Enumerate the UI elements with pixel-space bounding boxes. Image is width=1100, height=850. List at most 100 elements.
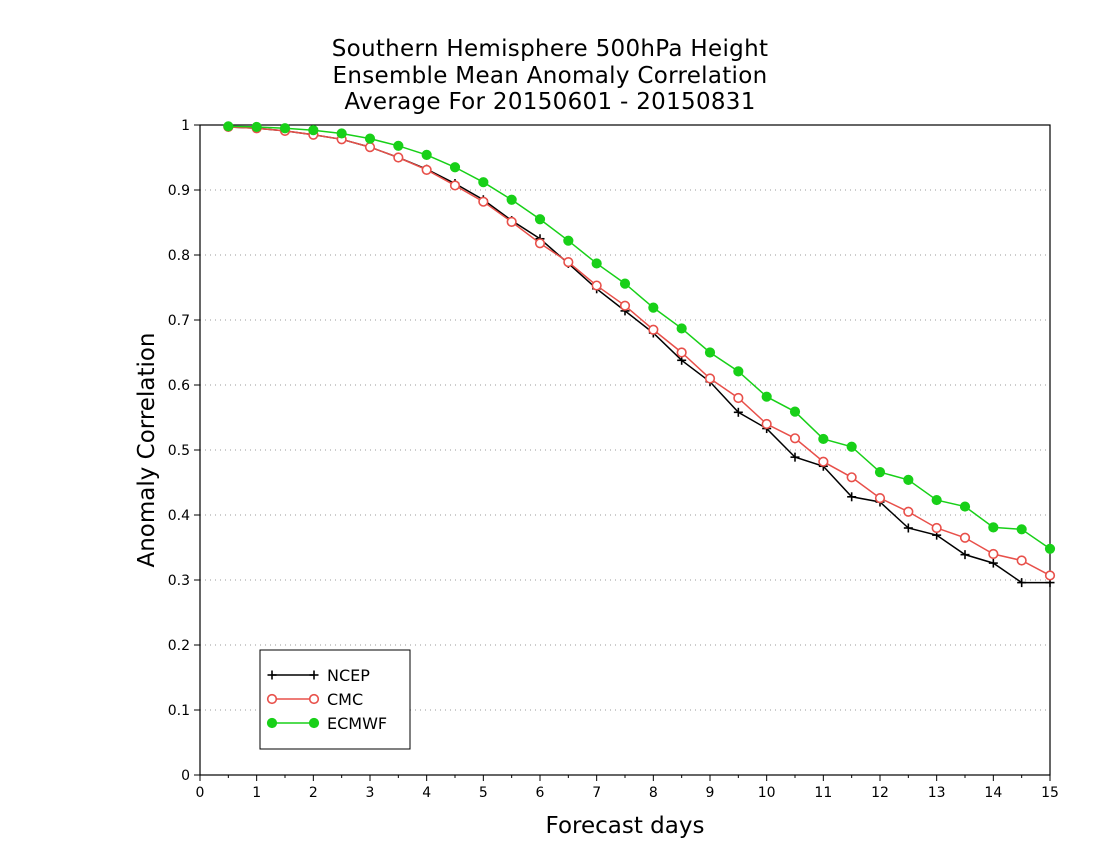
chart-title-line-3: Average For 20150601 - 20150831 <box>344 89 756 115</box>
legend-item-ecmwf: ECMWF <box>266 714 387 733</box>
x-tick-label: 9 <box>706 785 715 801</box>
ecmwf-point <box>336 128 347 139</box>
cmc-point <box>789 433 801 444</box>
cmc-point <box>931 522 942 534</box>
cmc-point <box>449 180 461 191</box>
ecmwf-point <box>931 494 942 506</box>
ecmwf-point <box>789 406 801 417</box>
ecmwf-point <box>506 194 517 205</box>
legend-marker <box>266 693 278 705</box>
ecmwf-point <box>1044 543 1056 554</box>
ecmwf-point <box>449 162 461 173</box>
cmc-point <box>591 280 602 291</box>
x-tick-label: 1 <box>252 785 261 801</box>
legend-marker <box>308 693 320 705</box>
ecmwf-point <box>251 121 262 133</box>
x-tick-label: 4 <box>422 785 431 801</box>
y-tick-label: 0 <box>181 768 190 784</box>
cmc-point <box>364 142 376 153</box>
series-cmc <box>223 121 1056 581</box>
ecmwf-point <box>364 133 376 144</box>
series-ecmwf <box>223 121 1056 554</box>
ecmwf-point <box>988 522 999 533</box>
y-axis-label: Anomaly Correlation <box>134 332 160 567</box>
cmc-point <box>676 347 687 358</box>
cmc-point <box>1044 570 1056 581</box>
legend-marker <box>267 670 277 680</box>
x-tick-label: 2 <box>309 785 318 801</box>
x-tick-label: 6 <box>536 785 545 801</box>
ncep-point <box>790 452 800 462</box>
ecmwf-point <box>818 433 829 445</box>
chart-title-line-2: Ensemble Mean Anomaly Correlation <box>332 63 768 89</box>
cmc-point <box>761 418 772 430</box>
ecmwf-point <box>761 391 772 402</box>
cmc-point <box>874 493 886 504</box>
ecmwf-point <box>421 149 432 160</box>
ecmwf-point <box>223 121 234 132</box>
cmc-point <box>846 472 857 483</box>
y-tick-label: 0.9 <box>168 183 190 199</box>
ecmwf-point <box>1016 524 1027 535</box>
cmc-point <box>818 456 829 467</box>
x-tick-label: 15 <box>1041 785 1059 801</box>
x-tick-label: 0 <box>196 785 205 801</box>
y-tick-label: 0.1 <box>168 703 190 719</box>
ecmwf-line <box>228 125 1051 550</box>
x-tick-label: 7 <box>592 785 601 801</box>
cmc-point <box>648 324 659 335</box>
cmc-point <box>506 216 517 227</box>
ecmwf-point <box>959 501 971 512</box>
ncep-point <box>733 407 743 417</box>
legend-item-cmc: CMC <box>266 690 363 709</box>
y-tick-label: 0.6 <box>168 378 190 394</box>
legend-marker <box>266 717 278 729</box>
cmc-point <box>1016 555 1027 566</box>
cmc-point <box>534 238 546 249</box>
axis-ticks: 00.10.20.30.40.50.60.70.80.910 1 2 3 4 5 6 7 8 9 1… <box>168 118 1059 801</box>
series-ncep <box>223 122 1055 588</box>
grid <box>200 124 1050 711</box>
ecmwf-point <box>591 258 602 269</box>
ecmwf-point <box>478 177 489 188</box>
ncep-point <box>1017 578 1027 588</box>
cmc-point <box>563 257 574 268</box>
x-tick-label: 3 <box>366 785 375 801</box>
legend-label: ECMWF <box>327 714 387 733</box>
cmc-point <box>733 392 744 404</box>
x-tick-label: 11 <box>814 785 832 801</box>
legend-marker <box>309 670 319 680</box>
series-layer <box>223 121 1056 588</box>
x-axis-label: Forecast days <box>546 813 705 839</box>
cmc-point <box>393 152 404 163</box>
x-tick-label: 12 <box>871 785 889 801</box>
cmc-point <box>959 532 971 543</box>
x-tick-label: 14 <box>984 785 1002 801</box>
ecmwf-point <box>846 441 857 452</box>
legend-label: NCEP <box>327 666 370 685</box>
ecmwf-point <box>648 302 659 313</box>
ncep-point <box>960 550 970 560</box>
ncep-point <box>847 492 857 502</box>
cmc-point <box>903 506 914 517</box>
ecmwf-point <box>563 235 574 246</box>
legend-marker <box>308 717 320 729</box>
cmc-point <box>478 196 489 207</box>
ecmwf-point <box>903 474 914 485</box>
cmc-point <box>619 300 631 311</box>
y-tick-label: 0.4 <box>168 508 190 524</box>
y-tick-label: 0.7 <box>168 313 190 329</box>
y-tick-label: 0.8 <box>168 248 190 264</box>
legend-label: CMC <box>327 690 363 709</box>
cmc-point <box>421 164 432 175</box>
ecmwf-point <box>733 366 744 377</box>
y-tick-label: 1 <box>181 118 190 134</box>
ecmwf-point <box>704 347 716 358</box>
cmc-point <box>988 548 999 560</box>
ncep-line <box>228 126 1050 584</box>
cmc-point <box>704 373 716 384</box>
ncep-point <box>988 558 998 568</box>
x-tick-label: 10 <box>758 785 776 801</box>
ecmwf-point <box>279 123 291 134</box>
